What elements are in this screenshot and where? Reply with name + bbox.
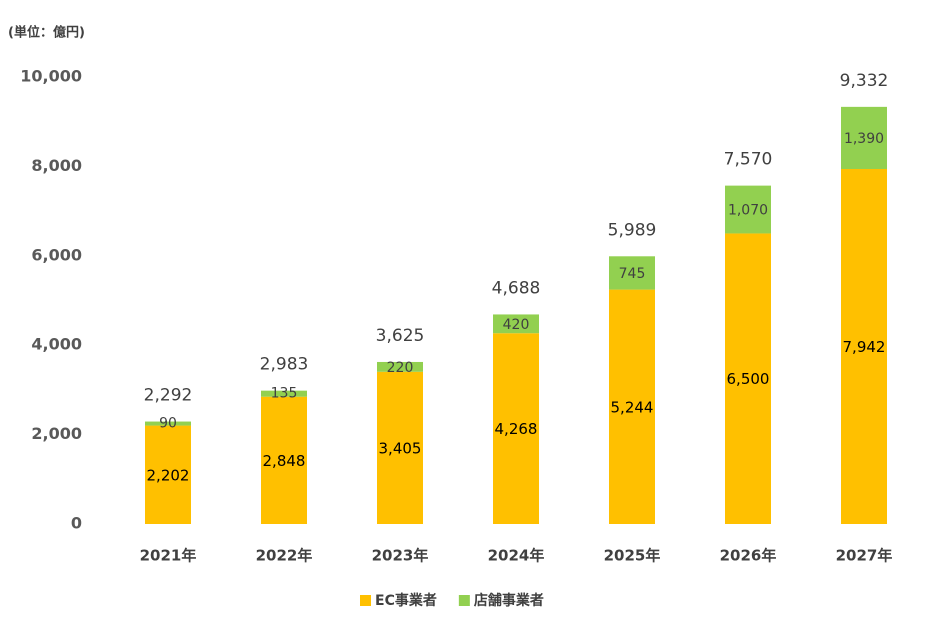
data-label: 135 bbox=[271, 386, 298, 402]
y-tick-label: 6,000 bbox=[31, 245, 82, 264]
total-label: 2,292 bbox=[144, 386, 193, 406]
total-label: 2,983 bbox=[260, 355, 309, 375]
unit-label: (単位：億円) bbox=[8, 25, 85, 41]
data-label: 5,244 bbox=[611, 398, 654, 416]
total-label: 9,332 bbox=[840, 71, 889, 91]
bar-segment bbox=[841, 168, 887, 524]
y-tick-label: 4,000 bbox=[31, 335, 82, 354]
bar-segment bbox=[493, 314, 539, 334]
data-label: 420 bbox=[503, 317, 530, 333]
data-label: 1,390 bbox=[844, 131, 884, 147]
bar-segment bbox=[609, 289, 655, 524]
data-label: 2,202 bbox=[147, 466, 190, 484]
data-label: 745 bbox=[619, 266, 646, 282]
x-tick-label: 2022年 bbox=[256, 547, 313, 565]
total-label: 3,625 bbox=[376, 326, 425, 346]
legend-swatch bbox=[458, 595, 470, 606]
y-tick-label: 8,000 bbox=[31, 156, 82, 175]
data-label: 6,500 bbox=[727, 370, 770, 388]
legend-label: EC事業者 bbox=[375, 592, 437, 609]
bar-segment bbox=[145, 421, 191, 426]
y-tick-label: 10,000 bbox=[20, 67, 82, 86]
y-tick-label: 0 bbox=[71, 514, 82, 533]
legend-label: 店舗事業者 bbox=[474, 592, 544, 609]
x-tick-label: 2024年 bbox=[488, 547, 545, 565]
bar-segment bbox=[145, 425, 191, 524]
legend-swatch bbox=[360, 595, 371, 606]
bar-segment bbox=[841, 106, 887, 169]
x-tick-label: 2021年 bbox=[140, 547, 197, 565]
data-label: 220 bbox=[387, 360, 414, 376]
data-label: 1,070 bbox=[728, 203, 768, 219]
x-tick-label: 2026年 bbox=[720, 547, 777, 565]
y-tick-label: 2,000 bbox=[31, 424, 82, 443]
total-label: 4,688 bbox=[492, 278, 541, 298]
bar-segment bbox=[377, 371, 423, 524]
x-tick-label: 2027年 bbox=[836, 547, 893, 565]
bar-segment bbox=[725, 185, 771, 234]
bar-segment bbox=[261, 396, 307, 524]
bar-segment bbox=[493, 333, 539, 524]
data-label: 4,268 bbox=[495, 420, 538, 438]
data-label: 7,942 bbox=[843, 338, 886, 356]
x-tick-label: 2023年 bbox=[372, 547, 429, 565]
data-label: 90 bbox=[159, 416, 177, 432]
data-label: 3,405 bbox=[379, 439, 422, 457]
total-label: 7,570 bbox=[724, 150, 773, 170]
data-label: 2,848 bbox=[263, 452, 306, 470]
bar-segment bbox=[725, 233, 771, 524]
bar-segment bbox=[377, 361, 423, 372]
bar-segment bbox=[609, 256, 655, 290]
x-tick-label: 2025年 bbox=[604, 547, 661, 565]
bar-segment bbox=[261, 390, 307, 397]
total-label: 5,989 bbox=[608, 220, 657, 240]
